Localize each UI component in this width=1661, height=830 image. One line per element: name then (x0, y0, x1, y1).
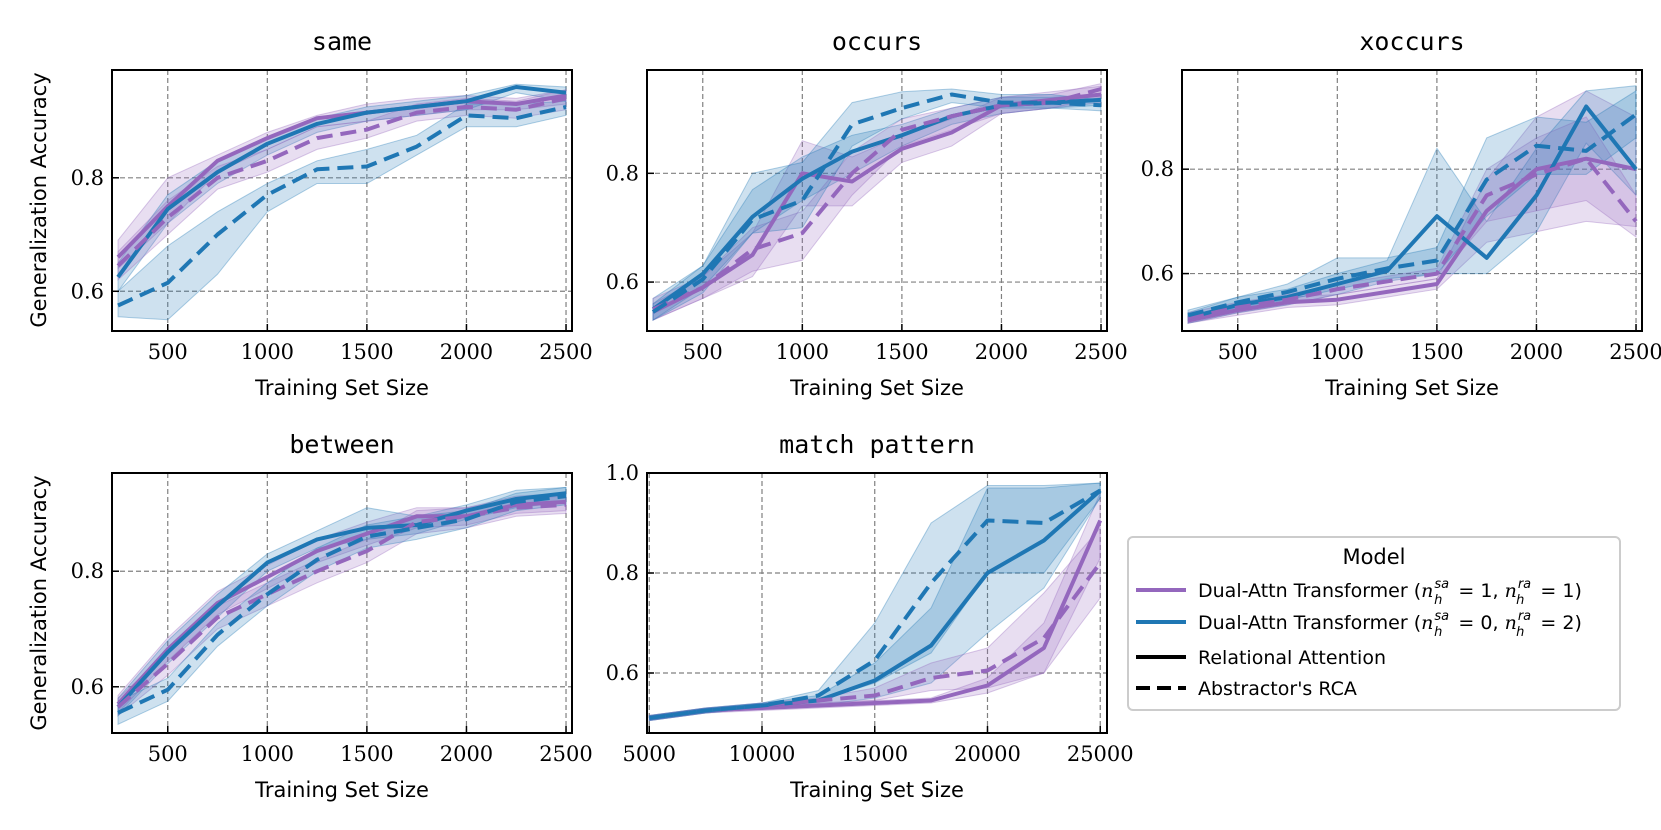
x-axis-label: Training Set Size (789, 778, 964, 802)
x-tick-label: 1500 (875, 340, 928, 364)
plot-area: 500 1000 1500 2000 2500 0.6 0.8 (1141, 70, 1661, 364)
legend-math-eq: = 2) (1534, 612, 1582, 634)
legend-math-sup: ra (1518, 577, 1531, 592)
x-tick-label: 1000 (1311, 340, 1364, 364)
x-tick-label: 25000 (1067, 742, 1134, 766)
y-tick-label: 1.0 (606, 461, 639, 485)
y-tick-label: 0.6 (606, 270, 639, 294)
x-tick-label: 1000 (241, 742, 294, 766)
subplot-title: occurs (832, 27, 922, 56)
legend-text: Dual-Attn Transformer ( (1198, 612, 1421, 634)
legend-math-n: n (1421, 612, 1433, 634)
x-axis-label: Training Set Size (254, 376, 429, 400)
data-layer (653, 84, 1101, 321)
legend-math-eq: = 0, (1452, 612, 1504, 634)
x-tick-label: 500 (683, 340, 723, 364)
legend-math-sub: h (1516, 593, 1524, 608)
subplot-title: match pattern (779, 430, 975, 459)
legend-math-sup: ra (1518, 609, 1531, 624)
x-tick-label: 2000 (975, 340, 1028, 364)
x-tick-label: 2000 (1510, 340, 1563, 364)
subplot-title: same (312, 27, 372, 56)
plot-area: 500 1000 1500 2000 2500 0.6 0.8 (71, 70, 593, 364)
y-axis-label: Generalization Accuracy (27, 72, 51, 327)
subplot-between: 500 1000 1500 2000 2500 0.6 0.8 between Genera… (27, 430, 593, 802)
x-tick-label: 500 (1218, 340, 1258, 364)
legend-label-abstractors-rca: Abstractor's RCA (1198, 678, 1357, 700)
plot-area: 500 1000 1500 2000 2500 0.6 0.8 (71, 473, 593, 766)
x-tick-label: 5000 (623, 742, 676, 766)
x-axis-label: Training Set Size (789, 376, 964, 400)
x-tick-label: 2000 (440, 742, 493, 766)
legend-math-n: n (1421, 580, 1433, 602)
x-tick-label: 2500 (539, 742, 592, 766)
x-tick-label: 2500 (539, 340, 592, 364)
y-axis-label: Generalization Accuracy (27, 475, 51, 730)
legend-math-sup: sa (1434, 609, 1449, 624)
x-tick-label: 2000 (440, 340, 493, 364)
legend-math-sub: h (1516, 625, 1524, 640)
plot-area: 500 1000 1500 2000 2500 0.6 0.8 (606, 70, 1128, 364)
y-tick-label: 0.6 (1141, 262, 1174, 286)
subplot-xoccurs: 500 1000 1500 2000 2500 0.6 0.8 xoccurs Traini… (1141, 27, 1661, 400)
y-tick-label: 0.8 (71, 559, 104, 583)
x-tick-label: 20000 (954, 742, 1021, 766)
y-tick-label: 0.6 (71, 279, 104, 303)
subplot-title: xoccurs (1359, 27, 1464, 56)
y-tick-label: 0.8 (71, 166, 104, 190)
x-tick-label: 1000 (241, 340, 294, 364)
x-axis-label: Training Set Size (254, 778, 429, 802)
data-layer (1188, 86, 1636, 324)
legend-math-n: n (1505, 612, 1517, 634)
x-tick-label: 1000 (776, 340, 829, 364)
legend-math-sub: h (1434, 625, 1442, 640)
y-tick-label: 0.8 (606, 161, 639, 185)
legend-math-sub: h (1434, 593, 1442, 608)
x-tick-label: 10000 (729, 742, 796, 766)
x-tick-label: 1500 (1410, 340, 1463, 364)
subplot-title: between (289, 430, 394, 459)
x-tick-label: 2500 (1609, 340, 1661, 364)
y-tick-label: 0.8 (606, 561, 639, 585)
legend-math-eq: = 1, (1452, 580, 1504, 602)
subplot-same: 500 1000 1500 2000 2500 0.6 0.8 same Generaliz… (27, 27, 593, 400)
plot-area: 5000 10000 15000 20000 25000 0.6 0.8 1.0 (606, 461, 1134, 766)
x-axis-label: Training Set Size (1324, 376, 1499, 400)
subplot-match-pattern: 5000 10000 15000 20000 25000 0.6 0.8 1.0 match … (606, 430, 1134, 802)
x-tick-label: 2500 (1074, 340, 1127, 364)
legend-math-sup: sa (1434, 577, 1449, 592)
legend-math-eq: = 1) (1534, 580, 1582, 602)
data-layer (118, 487, 566, 724)
y-tick-label: 0.6 (606, 661, 639, 685)
x-tick-label: 500 (148, 340, 188, 364)
x-tick-label: 15000 (841, 742, 908, 766)
subplot-occurs: 500 1000 1500 2000 2500 0.6 0.8 occurs Trainin… (606, 27, 1128, 400)
legend: Model Dual-Attn Transformer (nsa h = 1, n… (1128, 537, 1620, 710)
y-tick-label: 0.6 (71, 675, 104, 699)
x-tick-label: 1500 (340, 340, 393, 364)
x-tick-label: 1500 (340, 742, 393, 766)
legend-text: Dual-Attn Transformer ( (1198, 580, 1421, 602)
x-tick-label: 500 (148, 742, 188, 766)
legend-math-n: n (1505, 580, 1517, 602)
legend-title: Model (1342, 545, 1405, 569)
legend-label-relational-attention: Relational Attention (1198, 647, 1386, 669)
data-layer (118, 84, 566, 320)
y-tick-label: 0.8 (1141, 157, 1174, 181)
